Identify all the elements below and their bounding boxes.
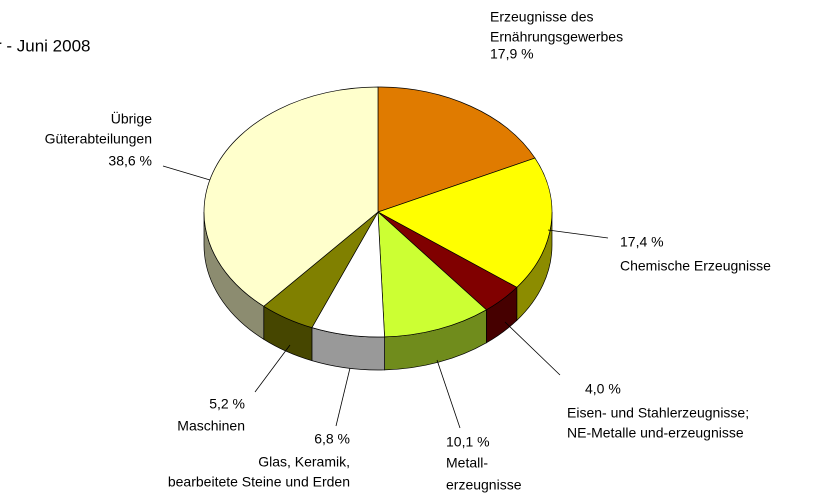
value-label: 38,6 % (108, 153, 152, 169)
value-label: 17,9 % (490, 46, 534, 62)
leader-line (504, 321, 561, 376)
leader-line (162, 165, 211, 181)
leader-line (335, 367, 351, 427)
pie-slice (377, 157, 553, 288)
category-label: Chemische Erzeugnisse (620, 258, 771, 274)
category-label: erzeugnisse (446, 477, 522, 493)
value-label: 4,0 % (585, 381, 621, 397)
leader-line (547, 229, 609, 239)
leader-line (436, 359, 461, 429)
category-label: Metall- (446, 455, 488, 471)
value-label: 5,2 % (209, 396, 245, 412)
leader-line (254, 344, 291, 393)
pie-slice (377, 211, 487, 338)
pie-slice (203, 86, 379, 307)
value-label: 6,8 % (314, 431, 350, 447)
category-label: Übrige (111, 110, 152, 127)
category-label: Glas, Keramik, (258, 454, 350, 470)
value-label: 10,1 % (446, 434, 490, 450)
category-label: Ernährungsgewerbes (490, 29, 623, 45)
category-label: Erzeugnisse des (490, 9, 594, 25)
value-label: 17,4 % (620, 234, 664, 250)
chart-title: r - Juni 2008 (0, 36, 91, 55)
category-label: bearbeitete Steine und Erden (168, 474, 350, 490)
category-label: Güterabteilungen (45, 131, 152, 147)
category-label: NE-Metalle und-erzeugnisse (567, 425, 744, 441)
category-label: Eisen- und Stahlerzeugnisse; (567, 405, 749, 421)
category-label: Maschinen (177, 418, 245, 434)
pie-slice (377, 86, 536, 213)
